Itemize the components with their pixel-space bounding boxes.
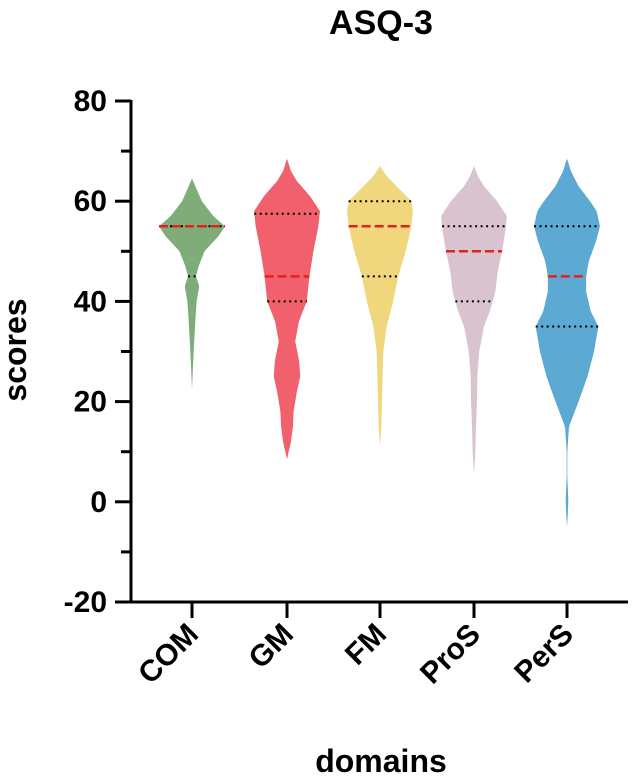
y-tick-label: 20: [74, 386, 107, 419]
y-axis: -20 0 20 40 60 80: [64, 85, 133, 619]
violin-body: [534, 158, 600, 527]
violin-fm: [347, 166, 413, 447]
violin-gm: [254, 158, 320, 460]
x-tick-label-com: COM: [132, 618, 205, 691]
x-axis: COM GM FM ProS PerS: [129, 600, 628, 691]
x-tick-label-fm: FM: [339, 618, 393, 672]
y-axis-label: scores: [0, 298, 33, 401]
x-tick-label-pers: PerS: [508, 618, 580, 690]
violin-com: [159, 178, 225, 390]
y-tick-label: 0: [90, 486, 107, 519]
chart-title: ASQ-3: [329, 4, 433, 42]
y-tick-label: -20: [64, 586, 107, 619]
y-tick-label: 60: [74, 185, 107, 218]
violin-body: [159, 178, 225, 390]
x-axis-label: domains: [315, 743, 447, 779]
violin-body: [441, 166, 507, 475]
y-tick-label: 80: [74, 85, 107, 118]
y-tick-label: 40: [74, 285, 107, 318]
x-tick-label-gm: GM: [242, 618, 300, 676]
violin-body: [254, 158, 320, 460]
x-tick-label-pros: ProS: [414, 618, 487, 691]
violin-body: [347, 166, 413, 447]
violin-pros: [441, 166, 507, 475]
violin-pers: [534, 158, 600, 527]
violin-group: [159, 158, 600, 527]
